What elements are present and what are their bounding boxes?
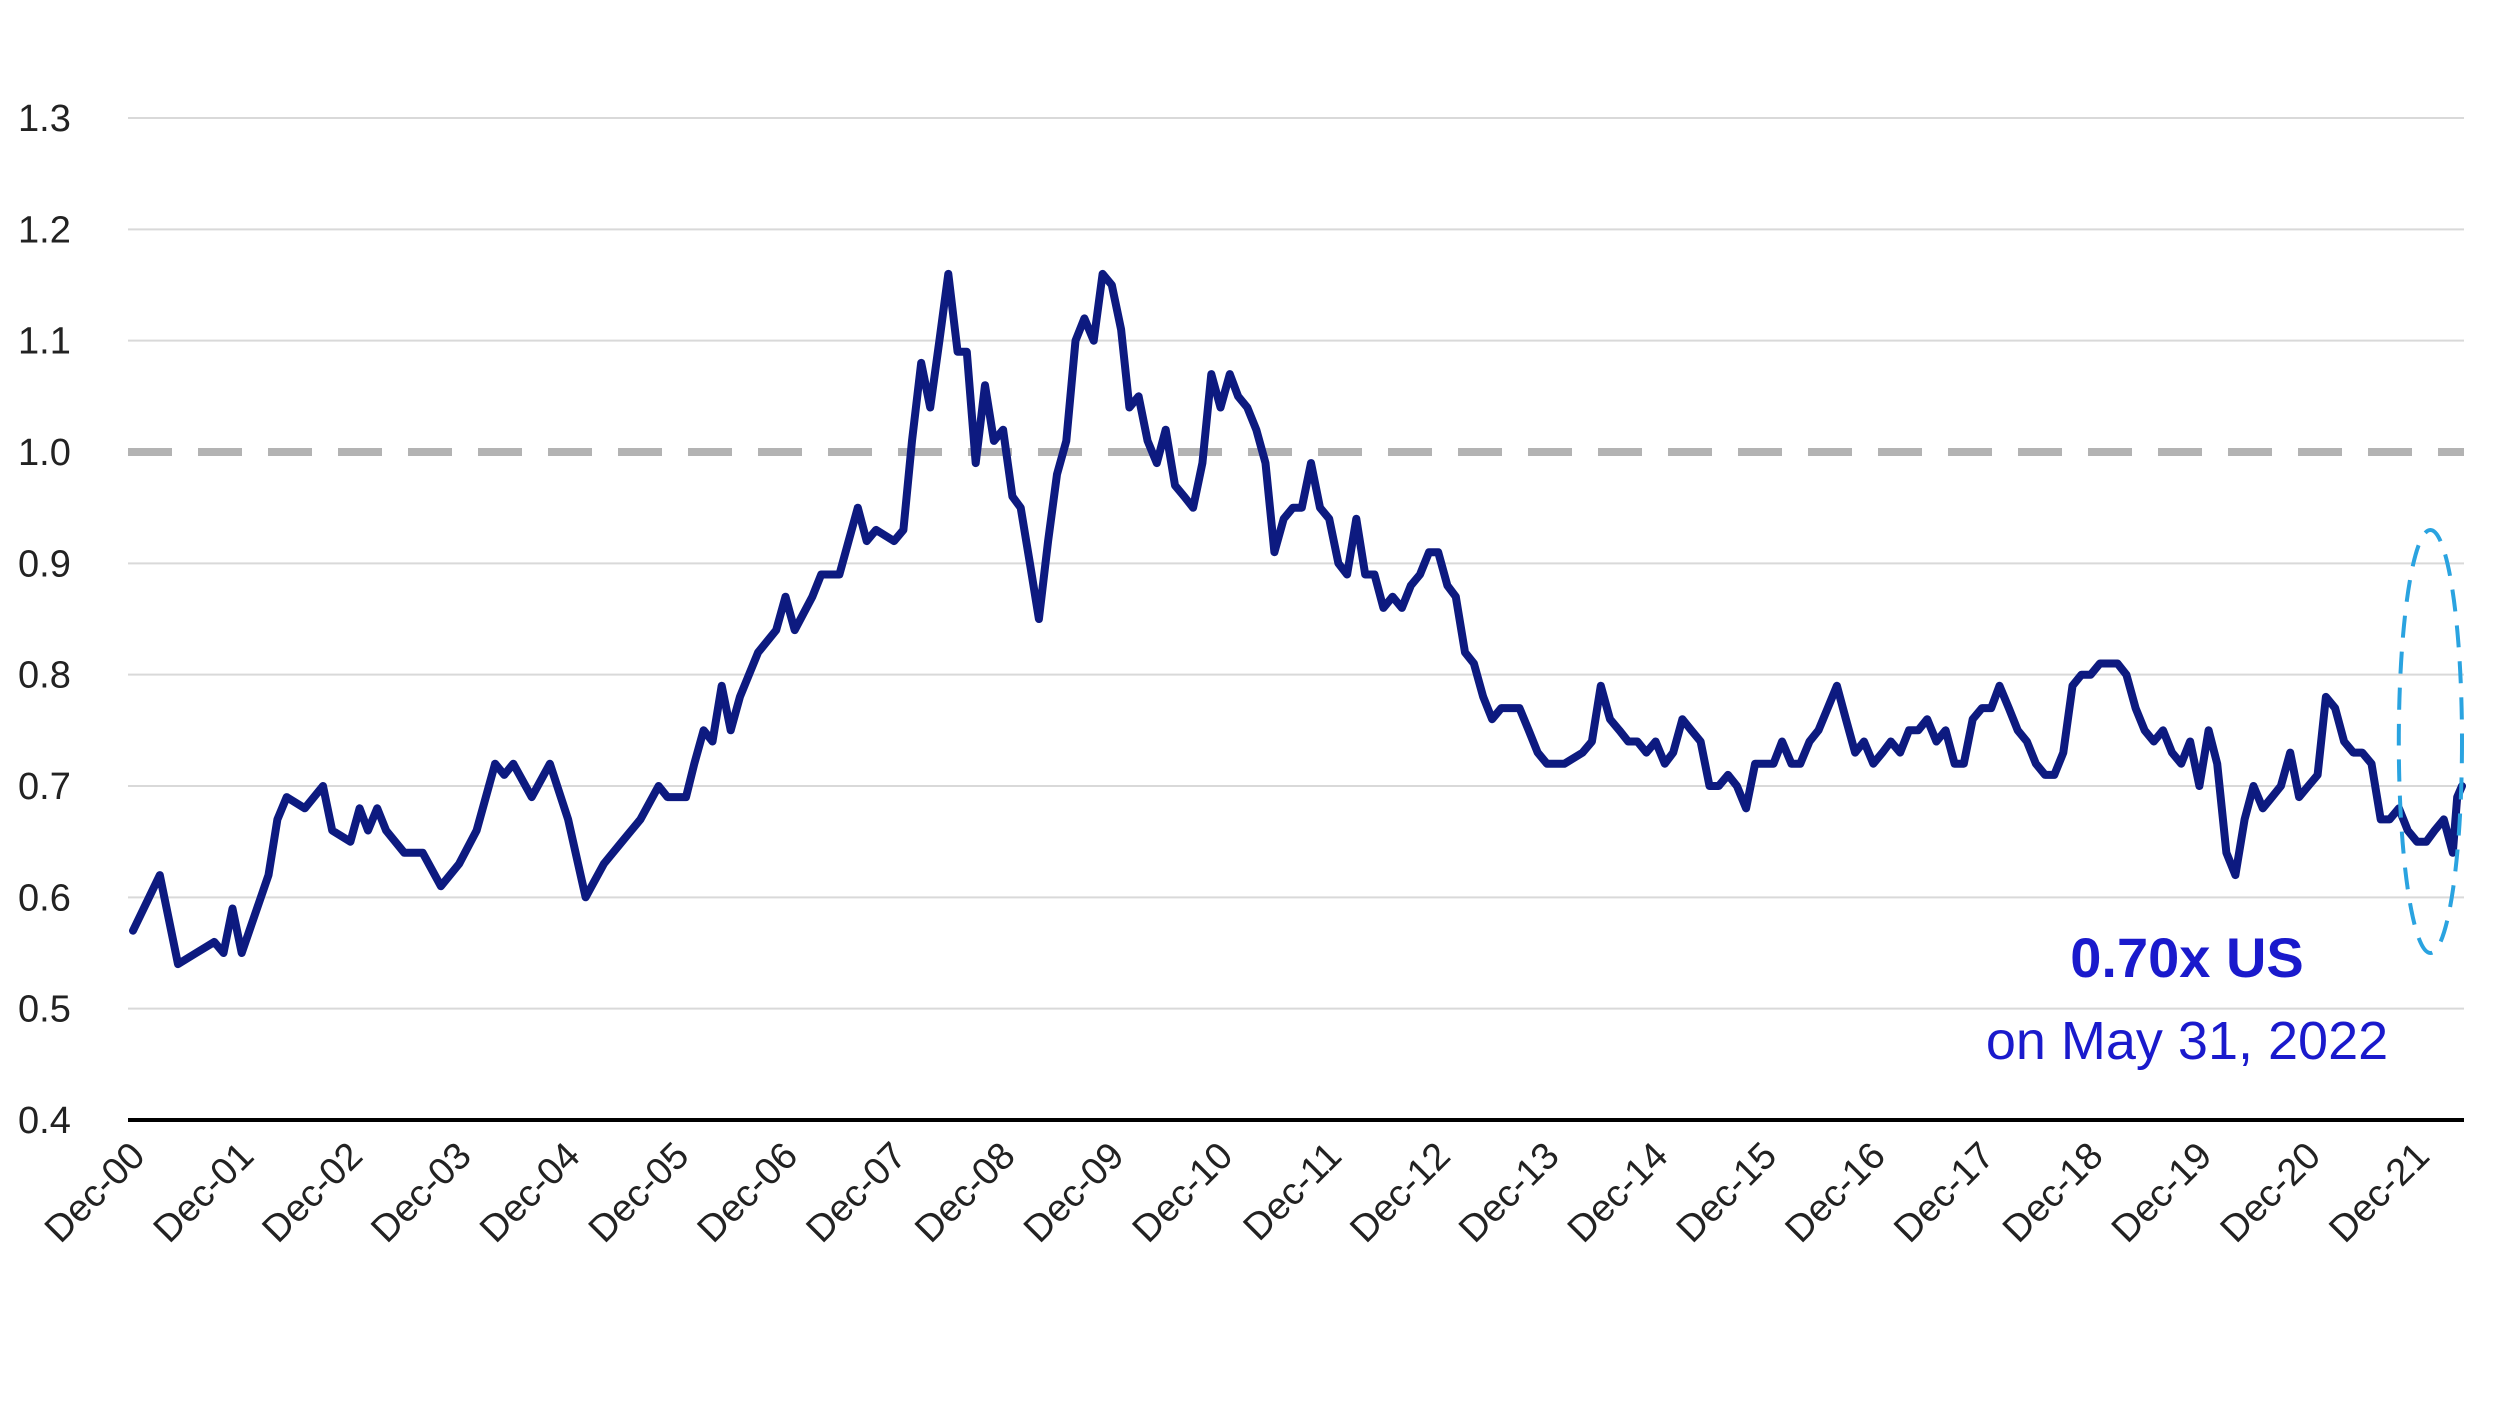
- x-tick-label: Dec-03: [363, 1135, 479, 1251]
- x-tick-label: Dec-01: [146, 1135, 262, 1251]
- x-tick-label: Dec-11: [1236, 1135, 1350, 1249]
- y-tick-label: 1.1: [18, 321, 71, 363]
- x-axis-ticks: Dec-00Dec-01Dec-02Dec-03Dec-04Dec-05Dec-…: [37, 1135, 2438, 1251]
- y-tick-label: 0.9: [18, 543, 71, 585]
- gridlines: [128, 117, 2464, 1122]
- y-tick-label: 0.8: [18, 655, 71, 697]
- series-group: [129, 269, 2466, 969]
- highlight-ellipse: [2396, 528, 2464, 955]
- y-tick-label: 0.4: [18, 1100, 71, 1142]
- x-tick-label: Dec-06: [690, 1135, 806, 1251]
- x-tick-label: Dec-04: [472, 1135, 588, 1251]
- x-tick-label: Dec-00: [37, 1135, 153, 1251]
- x-tick-label: Dec-14: [1560, 1135, 1676, 1251]
- x-tick-label: Dec-19: [2104, 1135, 2220, 1251]
- x-tick-label: Dec-13: [1451, 1135, 1567, 1251]
- x-tick-label: Dec-12: [1342, 1135, 1458, 1251]
- annotation-date: on May 31, 2022: [1986, 1011, 2388, 1071]
- series-line: [129, 269, 2466, 969]
- y-axis-ticks: 1.3 1.2 1.1 1.0 0.9 0.8 0.7 0.6 0.5 0.4: [18, 98, 71, 1142]
- annotation-value: 0.70x US: [2070, 926, 2304, 989]
- y-tick-label: 1.3: [18, 98, 71, 140]
- x-tick-label: Dec-15: [1669, 1135, 1785, 1251]
- x-tick-label: Dec-07: [799, 1135, 915, 1251]
- x-tick-label: Dec-09: [1016, 1135, 1132, 1251]
- x-tick-label: Dec-10: [1125, 1135, 1241, 1251]
- x-tick-label: Dec-02: [255, 1135, 371, 1251]
- x-tick-label: Dec-18: [1995, 1135, 2111, 1251]
- y-tick-label: 0.7: [18, 766, 71, 808]
- y-tick-label: 0.6: [18, 877, 71, 919]
- y-tick-label: 1.0: [18, 432, 71, 474]
- x-tick-label: Dec-17: [1886, 1135, 2002, 1251]
- y-tick-label: 0.5: [18, 989, 71, 1031]
- highlight-group: [2396, 528, 2464, 955]
- x-tick-label: Dec-20: [2213, 1135, 2329, 1251]
- x-tick-label: Dec-05: [581, 1135, 697, 1251]
- y-tick-label: 1.2: [18, 209, 71, 251]
- x-tick-label: Dec-16: [1778, 1135, 1894, 1251]
- x-tick-label: Dec-08: [907, 1135, 1023, 1251]
- x-tick-label: Dec-21: [2321, 1135, 2437, 1251]
